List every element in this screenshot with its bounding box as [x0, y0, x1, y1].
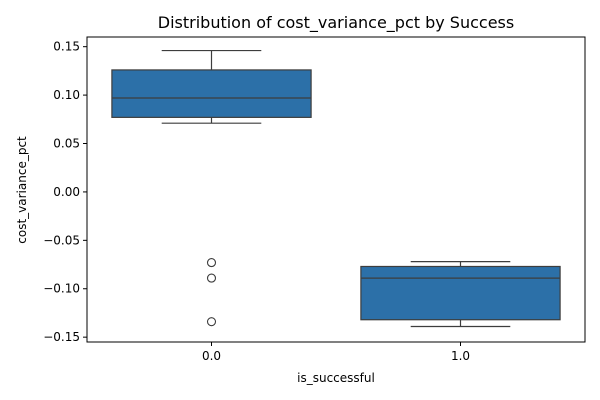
y-tick-label: 0.10 [53, 88, 80, 102]
y-axis-label: cost_variance_pct [15, 136, 29, 244]
y-tick-label: −0.10 [43, 282, 80, 296]
outlier-point [206, 258, 217, 268]
iqr-box [360, 265, 561, 321]
x-tick-label: 1.0 [451, 349, 470, 363]
y-tick-label: −0.15 [43, 330, 80, 344]
x-axis-label: is_successful [297, 371, 375, 385]
box-group-0.0 [111, 49, 312, 327]
y-tick-label: 0.00 [53, 185, 80, 199]
chart-title: Distribution of cost_variance_pct by Suc… [158, 13, 514, 33]
iqr-box [111, 69, 312, 118]
y-axis: 0.15 0.10 0.05 0.00 −0.05 −0.10 −0.15 [43, 40, 87, 344]
plot-area [111, 49, 561, 328]
y-tick-label: 0.05 [53, 137, 80, 151]
plot-frame [86, 36, 586, 343]
box-group-1.0 [360, 261, 561, 328]
y-tick-label: 0.15 [53, 40, 80, 54]
outlier-point [206, 317, 217, 327]
x-tick-label: 0.0 [202, 349, 221, 363]
y-tick-label: −0.05 [43, 233, 80, 247]
x-axis: 0.0 1.0 [202, 342, 470, 363]
outlier-point [206, 273, 217, 283]
